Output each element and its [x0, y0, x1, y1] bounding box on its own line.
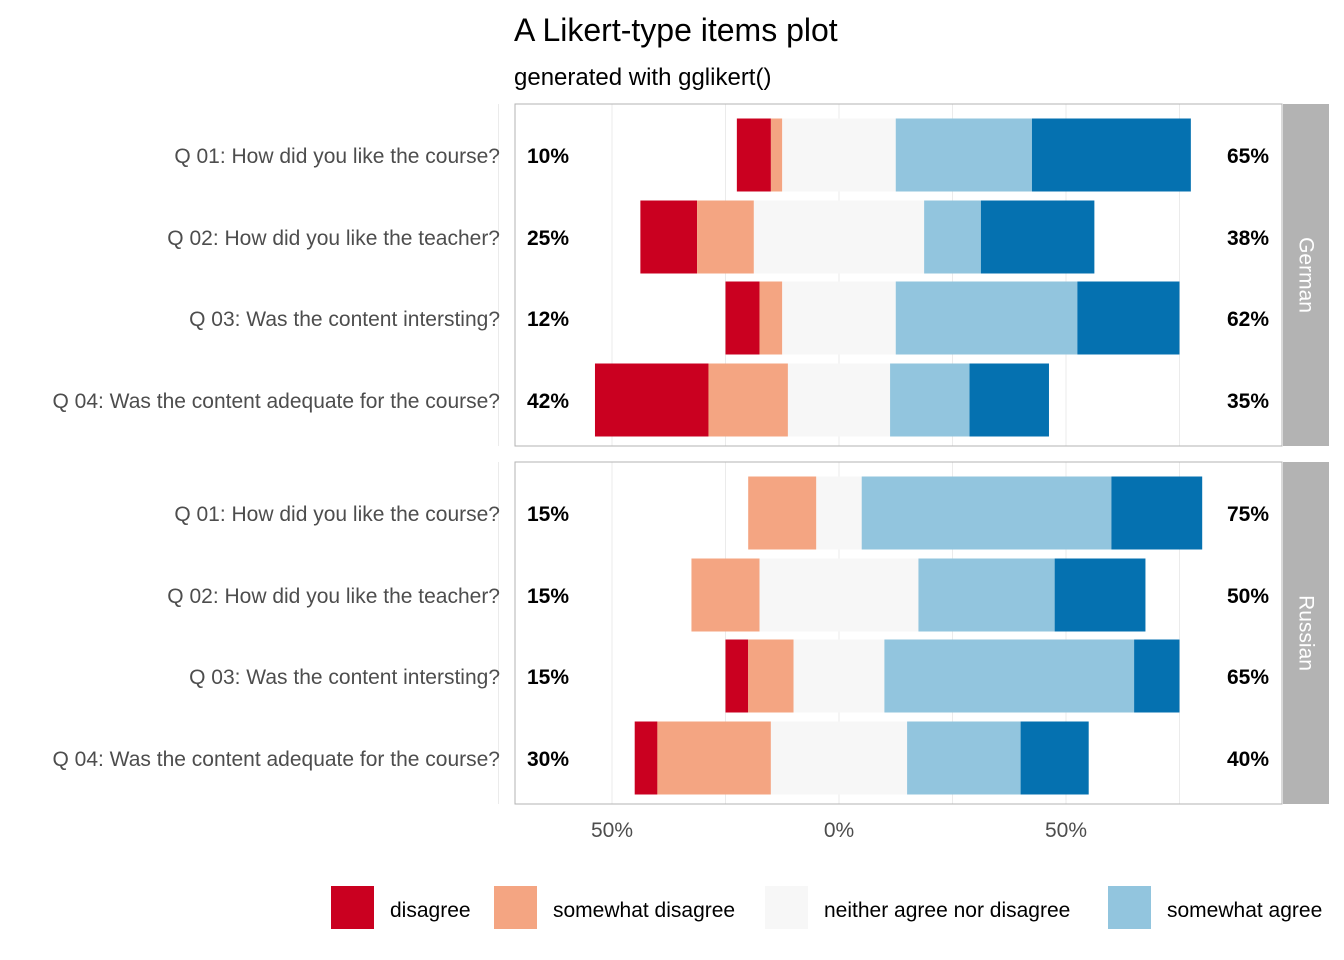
bar-segment-disagree [736, 118, 771, 192]
bar-segment-somewhat-disagree [748, 476, 817, 550]
bar-segment-very-agree [1054, 558, 1146, 632]
bar-segment-somewhat-agree [918, 558, 1055, 632]
bar-segment-disagree [725, 639, 749, 713]
left-total-label: 12% [527, 308, 569, 331]
item-row: Q 02: How did you like the teacher? 25% 38… [167, 200, 1269, 274]
x-tick-label: 50% [1045, 819, 1087, 842]
bar-segment-somewhat-agree [907, 721, 1021, 795]
question-label: Q 04: Was the content adequate for the c… [52, 390, 500, 413]
bar-segment-very-agree [1134, 639, 1180, 713]
chart-subtitle: generated with gglikert() [514, 64, 771, 91]
legend-key [765, 886, 808, 929]
bar-segment-somewhat-agree [924, 200, 981, 274]
item-row: Q 03: Was the content intersting? 15% 65% [189, 639, 1269, 713]
item-row: Q 02: How did you like the teacher? 15% 50… [167, 558, 1269, 632]
legend-label: somewhat disagree [553, 899, 735, 922]
bar-segment-very-agree [1031, 118, 1191, 192]
bar-segment-somewhat-disagree [697, 200, 754, 274]
item-row: Q 03: Was the content intersting? 12% 62% [189, 281, 1269, 355]
item-row: Q 04: Was the content adequate for the c… [52, 721, 1269, 795]
legend-label: neither agree nor disagree [824, 899, 1070, 922]
legend: disagree somewhat disagree neither agree n… [331, 886, 1322, 929]
bar-segment-neither-agree-nor-disagree [816, 476, 862, 550]
right-total-label: 40% [1227, 748, 1269, 771]
bar-segment-disagree [640, 200, 698, 274]
bar-segment-somewhat-agree [884, 639, 1135, 713]
bar-segment-neither-agree-nor-disagree [759, 558, 919, 632]
legend-label: somewhat agree [1167, 899, 1322, 922]
bar-segment-somewhat-agree [895, 118, 1032, 192]
bar-segment-somewhat-disagree [748, 639, 794, 713]
facet-strip-label: Russian [1295, 595, 1318, 671]
bar-segment-disagree [725, 281, 760, 355]
x-tick-label: 50% [591, 819, 633, 842]
item-row: Q 01: How did you like the course? 10% 65% [174, 118, 1269, 192]
question-label: Q 04: Was the content adequate for the c… [52, 748, 500, 771]
left-total-label: 30% [527, 748, 569, 771]
facet-strip [1283, 104, 1329, 446]
bar-segment-very-agree [1111, 476, 1203, 550]
x-axis: 50% 0% 50% [591, 819, 1087, 842]
right-total-label: 35% [1227, 390, 1269, 413]
panels: Q 01: How did you like the course? 10% 65%… [52, 103, 1329, 805]
item-row: Q 04: Was the content adequate for the c… [52, 363, 1269, 437]
bar-segment-neither-agree-nor-disagree [793, 639, 885, 713]
legend-key [1108, 886, 1151, 929]
right-total-label: 75% [1227, 503, 1269, 526]
bar-segment-disagree [634, 721, 658, 795]
question-label: Q 01: How did you like the course? [174, 145, 500, 168]
x-tick-label: 0% [824, 819, 854, 842]
bar-segment-somewhat-agree [895, 281, 1078, 355]
panel-russian: Q 01: How did you like the course? 15% 75%… [52, 461, 1329, 805]
bar-segment-very-agree [1020, 721, 1089, 795]
panel-border [514, 103, 1283, 447]
question-label: Q 03: Was the content intersting? [189, 666, 500, 689]
bar-segment-somewhat-disagree [657, 721, 771, 795]
bar-segment-very-agree [980, 200, 1095, 274]
bar-segment-neither-agree-nor-disagree [782, 118, 896, 192]
left-total-label: 10% [527, 145, 569, 168]
item-row: Q 01: How did you like the course? 15% 75% [174, 476, 1269, 550]
panel-border [514, 461, 1283, 805]
right-total-label: 38% [1227, 227, 1269, 250]
left-total-label: 15% [527, 585, 569, 608]
left-total-label: 15% [527, 503, 569, 526]
question-label: Q 03: Was the content intersting? [189, 308, 500, 331]
bar-segment-neither-agree-nor-disagree [770, 721, 908, 795]
right-total-label: 62% [1227, 308, 1269, 331]
left-total-label: 25% [527, 227, 569, 250]
bar-segment-very-agree [969, 363, 1049, 437]
question-label: Q 02: How did you like the teacher? [167, 227, 500, 250]
bar-segment-somewhat-agree [890, 363, 970, 437]
bar-segment-somewhat-agree [861, 476, 1112, 550]
chart-title: A Likert-type items plot [514, 12, 838, 48]
bar-segment-somewhat-disagree [770, 118, 783, 192]
legend-key [331, 886, 374, 929]
bar-segment-very-agree [1077, 281, 1180, 355]
bar-segment-somewhat-disagree [759, 281, 783, 355]
panel-german: Q 01: How did you like the course? 10% 65%… [52, 103, 1329, 447]
bar-segment-somewhat-disagree [691, 558, 760, 632]
legend-label: disagree [390, 899, 471, 922]
right-total-label: 50% [1227, 585, 1269, 608]
bar-segment-disagree [594, 363, 709, 437]
right-total-label: 65% [1227, 666, 1269, 689]
right-total-label: 65% [1227, 145, 1269, 168]
left-total-label: 15% [527, 666, 569, 689]
legend-key [494, 886, 537, 929]
bar-segment-neither-agree-nor-disagree [753, 200, 925, 274]
left-total-label: 42% [527, 390, 569, 413]
question-label: Q 02: How did you like the teacher? [167, 585, 500, 608]
question-label: Q 01: How did you like the course? [174, 503, 500, 526]
bar-segment-neither-agree-nor-disagree [782, 281, 896, 355]
bar-segment-neither-agree-nor-disagree [787, 363, 891, 437]
facet-strip [1283, 462, 1329, 804]
bar-segment-somewhat-disagree [708, 363, 788, 437]
facet-strip-label: German [1295, 237, 1318, 313]
